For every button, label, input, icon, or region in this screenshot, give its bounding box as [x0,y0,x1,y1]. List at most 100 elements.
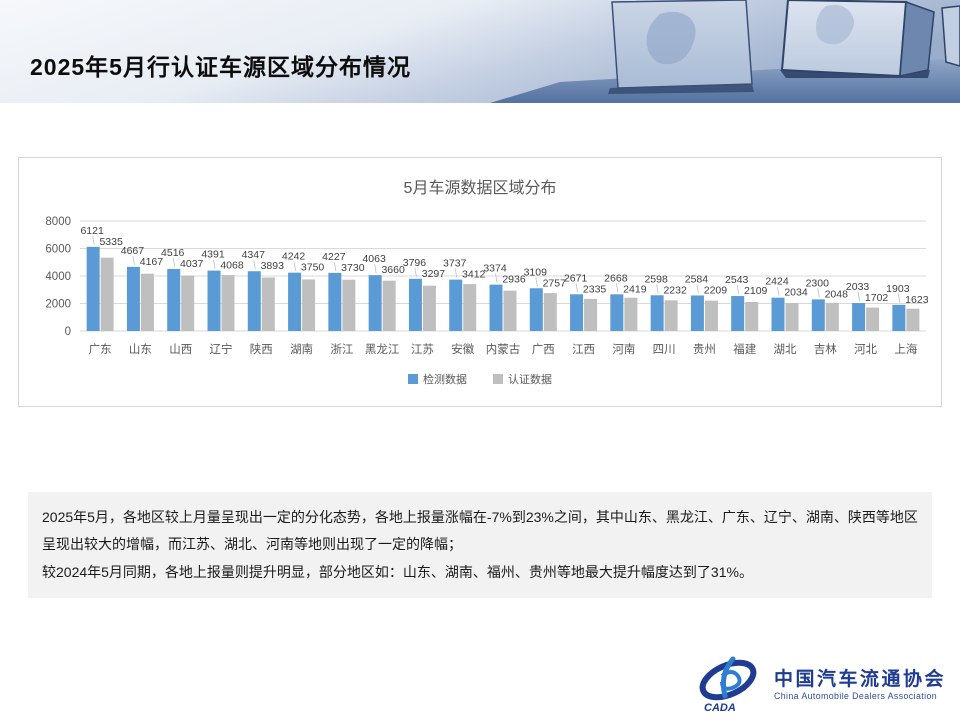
bar-value-certification: 2048 [825,288,849,300]
x-axis-label: 广东 [89,343,112,356]
x-axis-label: 陕西 [250,342,273,356]
bar-value-certification: 2419 [623,283,647,295]
label-leader-line [454,268,458,278]
bar-value-certification: 4068 [220,260,244,272]
page-title: 2025年5月行认证车源区域分布情况 [30,54,411,80]
bar-value-detection: 4347 [242,249,266,261]
cube-front [941,5,960,67]
x-axis-label: 江西 [572,343,595,356]
bar-value-detection: 3374 [483,263,507,275]
bar-detection [610,294,624,331]
x-axis-label: 广西 [532,343,555,356]
association-logo: CADA 中国汽车流通协会 China Automobile Dealers A… [692,656,946,714]
x-axis-label: 辽宁 [210,342,233,356]
legend-item-detection: 检测数据 [408,371,467,387]
bar-value-detection: 2300 [806,277,830,289]
x-axis-label: 山东 [129,343,152,356]
label-leader-line [857,291,860,302]
bar-detection [408,278,422,331]
bar-certification [543,293,557,331]
y-axis-label: 2000 [45,299,71,311]
bar-value-certification: 3750 [301,262,325,274]
label-leader-line [897,293,901,303]
bar-detection [288,272,302,331]
legend-swatch-certification [493,374,503,384]
label-leader-line [777,286,780,296]
bar-certification [664,300,678,331]
chart-title: 5月车源数据区域分布 [403,180,557,197]
label-leader-line [575,283,578,293]
x-axis-label: 浙江 [330,343,353,356]
bar-value-certification: 2034 [784,287,808,299]
bar-detection [690,295,704,331]
bar-value-certification: 3730 [341,262,365,274]
label-leader-line [817,288,820,298]
bar-certification [624,297,638,331]
bar-detection [892,304,906,331]
bar-value-certification: 2936 [502,274,526,286]
bar-value-detection: 4227 [322,251,346,263]
bar-value-certification: 4037 [180,258,204,270]
bar-detection [328,272,342,331]
bar-value-detection: 2671 [564,272,588,284]
logo-texts: 中国汽车流通协会 China Automobile Dealers Associ… [774,669,946,701]
bar-value-certification: 2757 [543,277,567,289]
bar-value-certification: 2335 [583,283,607,295]
cube-map [646,11,696,65]
bar-value-certification: 3412 [462,269,486,281]
bar-certification [140,273,154,331]
label-leader-line [495,273,498,283]
bar-certification [745,302,759,331]
bar-value-detection: 1903 [886,283,910,295]
label-leader-line [535,277,538,287]
label-leader-line [293,261,296,271]
bar-detection [368,275,382,331]
bar-value-detection: 4667 [121,245,145,257]
bar-detection [207,270,221,331]
cube-side [899,0,935,77]
label-leader-line [253,260,256,270]
label-leader-line [656,284,659,294]
bar-certification [503,290,517,331]
bar-detection [650,295,664,331]
bar-detection [529,288,543,331]
bar-value-certification: 2209 [704,284,728,296]
logo-text-en: China Automobile Dealers Association [773,690,938,701]
y-axis-label: 0 [65,326,71,338]
bar-value-detection: 3796 [403,257,427,269]
bar-certification [382,280,396,331]
bar-detection [247,271,261,331]
bar-value-certification: 1702 [865,292,889,304]
bar-certification [785,303,799,331]
bar-value-certification: 2232 [663,284,687,296]
bar-detection [167,268,181,331]
bar-value-certification: 3893 [261,260,285,272]
label-leader-line [374,264,377,274]
bar-value-detection: 3109 [524,266,548,278]
x-axis-label: 福建 [733,342,756,356]
label-leader-line [213,259,216,269]
bar-certification [221,275,235,331]
label-leader-line [92,235,95,245]
summary-line-1: 2025年5月，各地区较上月量呈现出一定的分化态势，各地上报量涨幅在-7%到23… [42,509,918,553]
legend-label-certification: 认证数据 [508,374,552,386]
bar-certification [704,300,718,331]
bar-value-certification: 4167 [140,256,164,268]
bar-value-detection: 6121 [80,225,104,237]
y-axis-label: 6000 [45,244,71,256]
x-axis-label: 安徽 [451,342,474,356]
chart-legend: 检测数据 认证数据 [19,371,941,387]
bar-value-certification: 2109 [744,285,768,297]
chart-panel: 5月车源数据区域分布 0 2000 4000 6000 8000 6121 5335 广东 46… [18,157,942,407]
legend-label-detection: 检测数据 [423,374,467,386]
bar-value-detection: 2668 [604,272,628,284]
bar-value-detection: 4242 [282,251,306,263]
x-axis-label: 河南 [612,342,635,356]
label-leader-line [736,284,740,295]
bar-certification [463,284,477,331]
bar-value-detection: 4063 [362,253,386,265]
cube-map [816,4,854,45]
legend-swatch-detection [408,374,418,384]
